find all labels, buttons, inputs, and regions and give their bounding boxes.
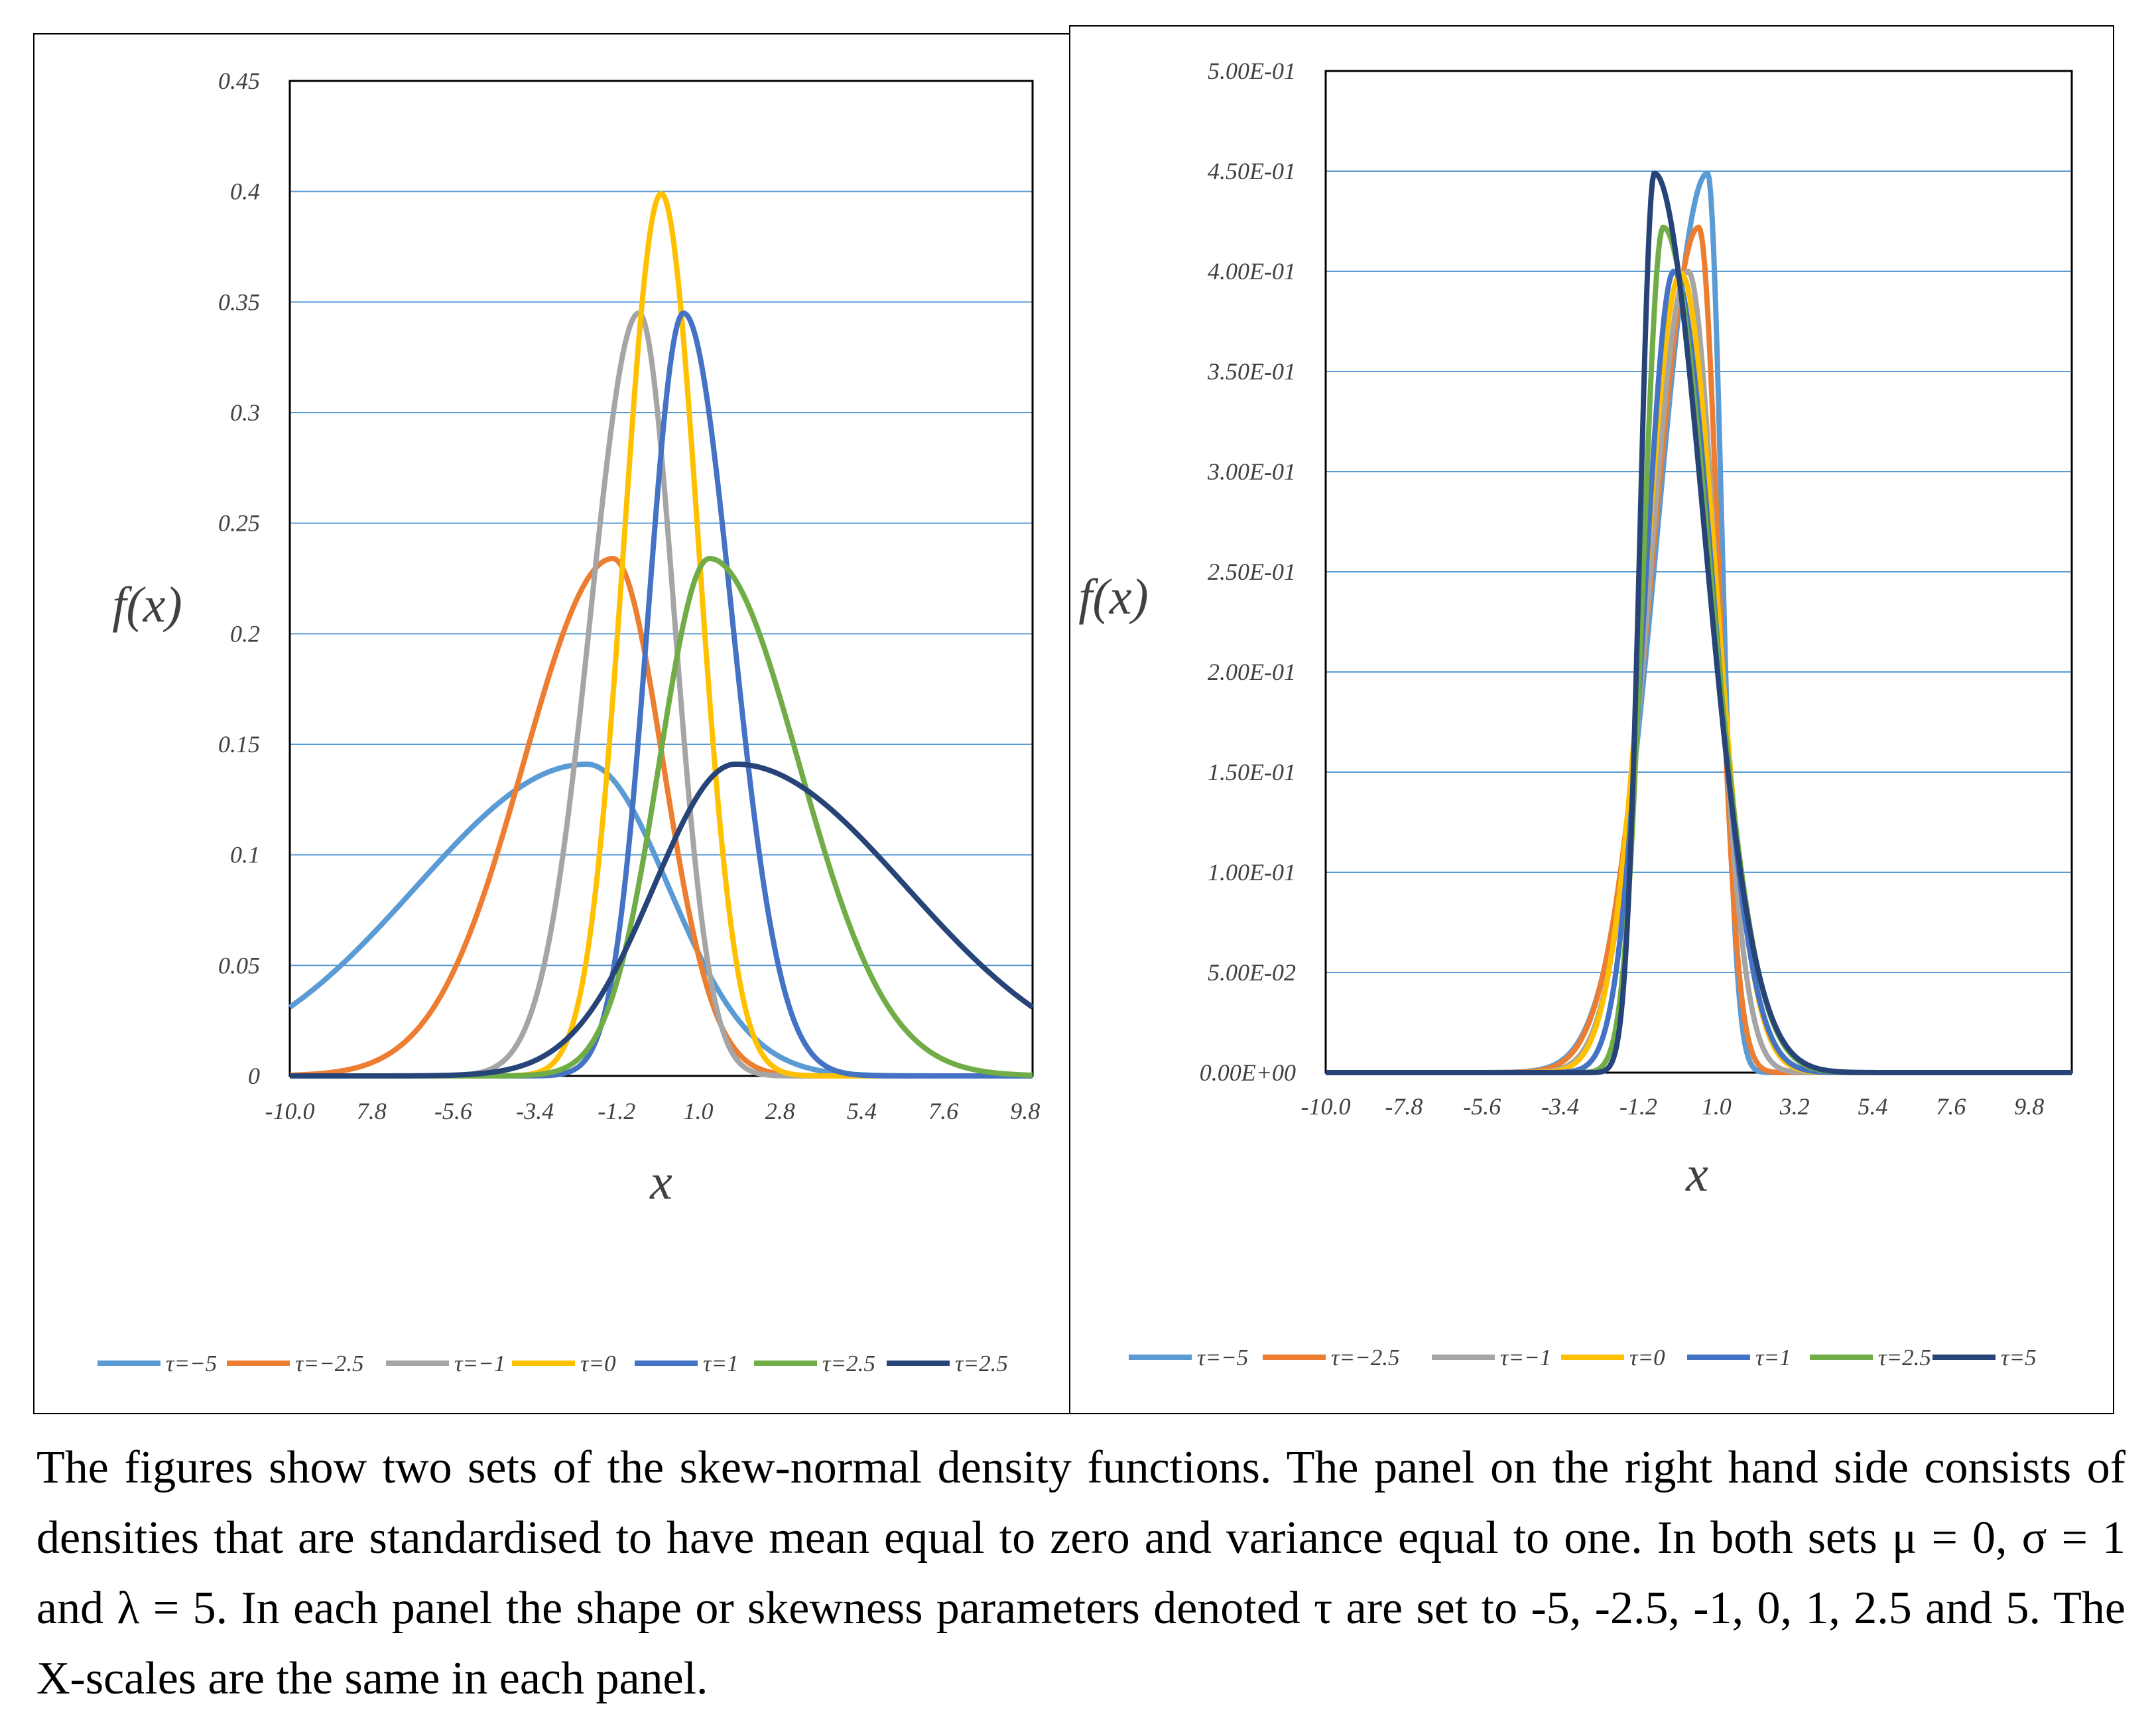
right-chart-panel: 0.00E+00 5.00E-02 1.00E-01 1.50E-01 2.00E-01… (1069, 25, 2114, 1414)
legend-label: τ=0 (580, 1351, 616, 1376)
left-chart: 0 0.05 0.1 0.15 0.2 0.25 0.3 0.35 0.4 0.45 -10.0 7.… (97, 68, 1040, 1376)
legend-label: τ=−5 (166, 1351, 217, 1376)
legend-label: τ=2.5 (955, 1351, 1008, 1376)
legend-label: τ=0 (1629, 1345, 1665, 1370)
x-tick-label: 5.4 (847, 1098, 877, 1124)
legend-label: τ=1 (1755, 1345, 1791, 1370)
y-tick-label: 3.50E-01 (1207, 358, 1296, 385)
y-tick-label: 0.45 (218, 68, 260, 94)
y-tick-label: 0.1 (230, 842, 260, 868)
x-tick-label: -3.4 (516, 1098, 554, 1124)
legend-label: τ=1 (703, 1351, 739, 1376)
legend-label: τ=−5 (1197, 1345, 1248, 1370)
y-tick-label: 0.15 (218, 731, 260, 758)
y-tick-label: 2.50E-01 (1208, 559, 1296, 585)
y-tick-label: 0.05 (218, 952, 260, 978)
x-tick-label: 7.6 (928, 1098, 958, 1124)
y-tick-label: 4.50E-01 (1208, 158, 1296, 184)
y-tick-label: 4.00E-01 (1208, 258, 1296, 285)
series-line-2 (288, 556, 1034, 1079)
y-tick-label: 5.00E-01 (1208, 58, 1296, 84)
x-tick-label: 1.0 (1702, 1093, 1732, 1120)
y-tick-label: 3.00E-01 (1207, 458, 1296, 485)
x-tick-label: 2.8 (765, 1098, 795, 1124)
series-line-6 (288, 556, 1034, 1079)
legend-label: τ=−2.5 (295, 1351, 364, 1376)
series-line-7 (288, 762, 1035, 1079)
series-line-1 (288, 762, 1034, 1079)
x-tick-label: 7.6 (1936, 1093, 1966, 1120)
x-tick-label: -7.8 (1385, 1093, 1423, 1120)
right-chart: 0.00E+00 5.00E-02 1.00E-01 1.50E-01 2.00E-01… (1078, 58, 2073, 1370)
y-tick-label: 0.35 (218, 289, 260, 315)
legend-label: τ=−1 (454, 1351, 505, 1376)
y-tick-label: 2.00E-01 (1208, 659, 1296, 685)
x-tick-label: 5.4 (1858, 1093, 1888, 1120)
x-tick-label: -10.0 (265, 1098, 315, 1124)
series-line-5 (288, 310, 1034, 1079)
x-axis-title: x (649, 1154, 672, 1210)
legend-label: τ=−2.5 (1331, 1345, 1400, 1370)
series-line-4 (288, 191, 1034, 1079)
x-tick-label: -10.0 (1301, 1093, 1351, 1120)
left-chart-panel: 0 0.05 0.1 0.15 0.2 0.25 0.3 0.35 0.4 0.45 -10.0 7.… (33, 33, 1071, 1414)
figure-caption: The figures show two sets of the skew-no… (36, 1442, 2125, 1704)
legend-label: τ=2.5 (822, 1351, 875, 1376)
x-tick-label: -1.2 (598, 1098, 635, 1124)
y-tick-label: 0.00E+00 (1200, 1059, 1296, 1086)
y-tick-label: 5.00E-02 (1208, 959, 1296, 986)
y-tick-label: 0.3 (230, 399, 260, 426)
x-tick-label: -3.4 (1541, 1093, 1579, 1120)
x-axis-title: x (1685, 1146, 1708, 1202)
plot-area-border (288, 80, 1034, 1077)
x-tick-label: -5.6 (434, 1098, 472, 1124)
x-tick-label: -1.2 (1619, 1093, 1657, 1120)
series-line-7 (1324, 170, 2073, 1075)
y-tick-label: 0.2 (230, 620, 260, 647)
x-tick-label: 9.8 (1010, 1098, 1040, 1124)
x-tick-label: 1.0 (684, 1098, 714, 1124)
y-tick-label: 0.4 (230, 178, 260, 205)
y-tick-label: 0.25 (218, 510, 260, 537)
plot-area-border (1324, 70, 2073, 1074)
y-tick-label: 1.00E-01 (1208, 859, 1296, 886)
x-tick-label: 9.8 (2014, 1093, 2044, 1120)
legend-label: τ=−1 (1500, 1345, 1551, 1370)
x-tick-label: 3.2 (1779, 1093, 1810, 1120)
y-axis-title: f(x) (112, 577, 182, 633)
legend-label: τ=5 (2001, 1345, 2037, 1370)
x-tick-label: -5.6 (1463, 1093, 1501, 1120)
x-tick-label: 7.8 (357, 1098, 387, 1124)
y-tick-label: 0 (248, 1063, 260, 1089)
legend-label: τ=2.5 (1878, 1345, 1931, 1370)
y-tick-label: 1.50E-01 (1208, 759, 1296, 785)
y-axis-title: f(x) (1078, 569, 1148, 625)
